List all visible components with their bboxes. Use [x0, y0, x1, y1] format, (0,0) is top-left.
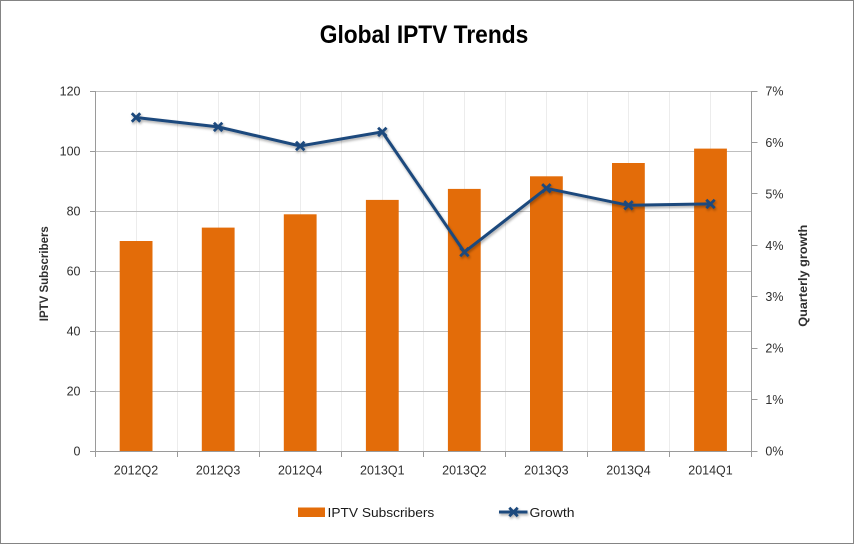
svg-text:2013Q3: 2013Q3	[524, 464, 569, 478]
svg-text:2013Q4: 2013Q4	[606, 464, 651, 478]
svg-text:2013Q2: 2013Q2	[442, 464, 487, 478]
svg-text:0: 0	[74, 445, 81, 459]
svg-text:2014Q1: 2014Q1	[688, 464, 733, 478]
svg-text:40: 40	[67, 325, 81, 339]
svg-text:2%: 2%	[765, 342, 783, 356]
svg-text:4%: 4%	[765, 239, 783, 253]
svg-text:3%: 3%	[765, 290, 783, 304]
svg-text:IPTV Subscribers: IPTV Subscribers	[328, 505, 435, 520]
svg-text:2012Q4: 2012Q4	[278, 464, 323, 478]
svg-text:80: 80	[67, 205, 81, 219]
svg-text:Growth: Growth	[530, 505, 575, 520]
svg-text:0%: 0%	[765, 445, 783, 459]
svg-text:IPTV Subscribers: IPTV Subscribers	[39, 226, 51, 321]
svg-text:2012Q2: 2012Q2	[114, 464, 159, 478]
svg-text:120: 120	[60, 85, 81, 99]
svg-text:2013Q1: 2013Q1	[360, 464, 405, 478]
svg-text:6%: 6%	[765, 136, 783, 150]
svg-text:2012Q3: 2012Q3	[196, 464, 241, 478]
svg-text:Quarterly growth: Quarterly growth	[798, 225, 810, 327]
svg-text:100: 100	[60, 145, 81, 159]
svg-text:60: 60	[67, 265, 81, 279]
svg-text:1%: 1%	[765, 393, 783, 407]
svg-text:Global IPTV Trends: Global IPTV Trends	[320, 21, 529, 49]
svg-text:20: 20	[67, 385, 81, 399]
svg-text:7%: 7%	[765, 85, 783, 99]
svg-text:5%: 5%	[765, 187, 783, 201]
